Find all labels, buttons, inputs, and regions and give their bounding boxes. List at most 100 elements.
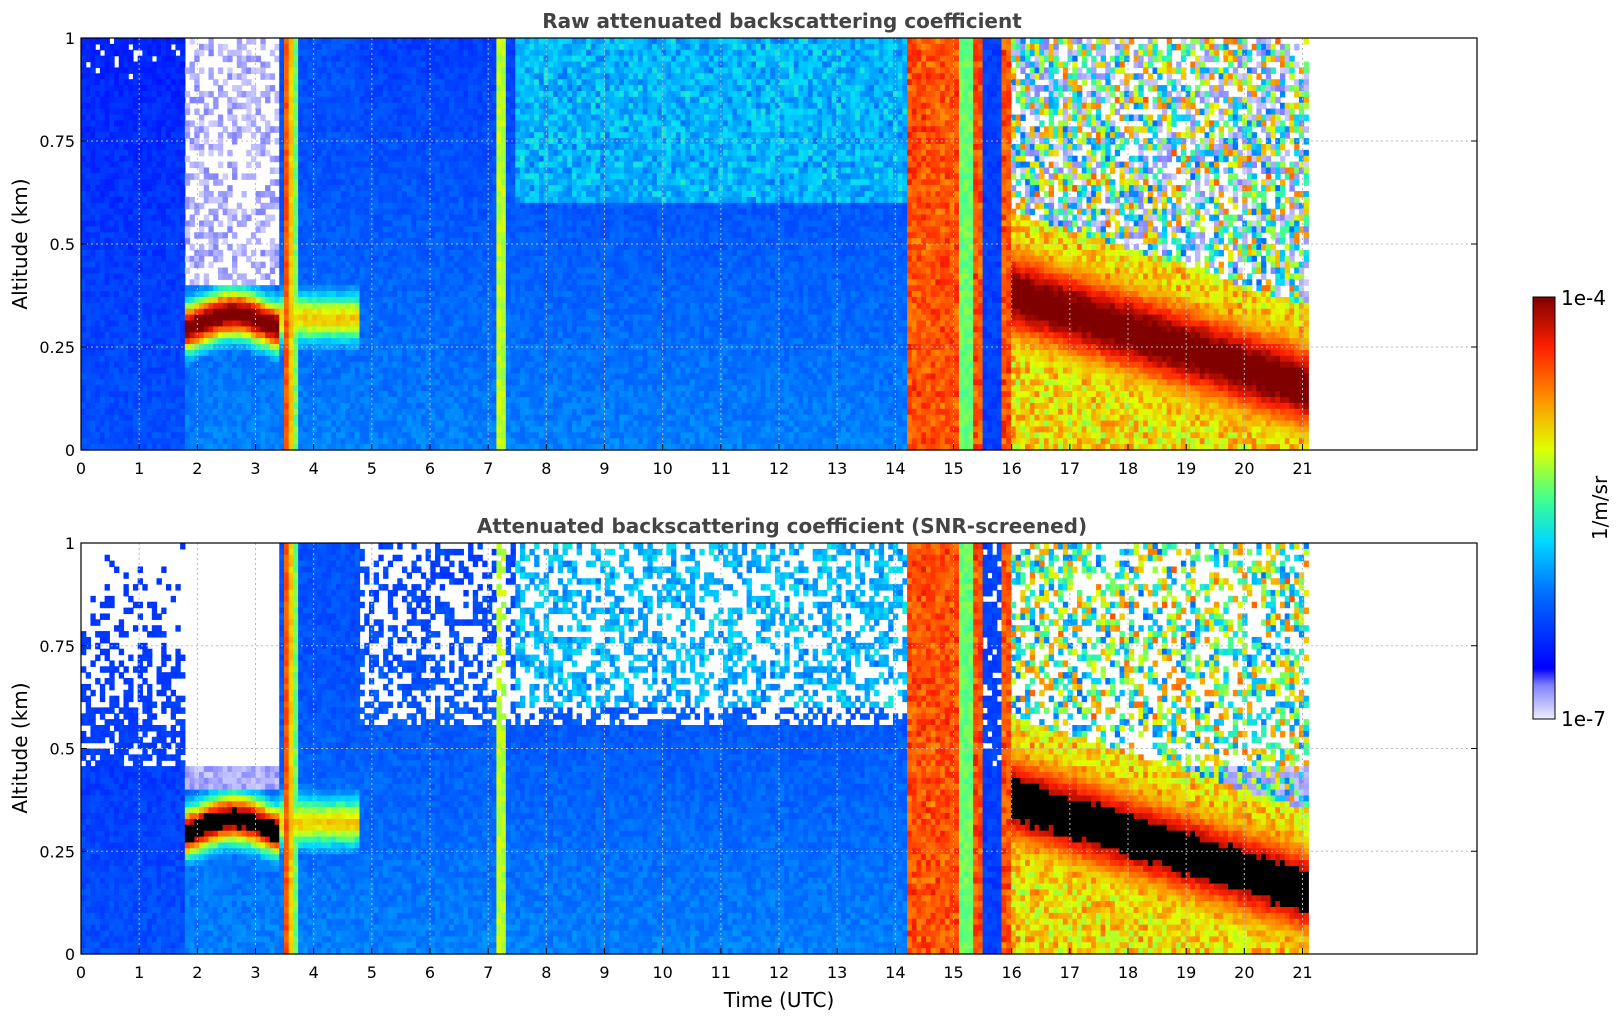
- heatmap-cell: [128, 421, 133, 427]
- heatmap-cell: [128, 432, 133, 438]
- heatmap-cell: [142, 144, 147, 150]
- heatmap-cell: [119, 103, 124, 109]
- heatmap-cell: [138, 73, 143, 79]
- heatmap-cell: [133, 250, 138, 256]
- heatmap-cell: [147, 368, 152, 374]
- heatmap-cell: [128, 191, 133, 197]
- heatmap-cell: [123, 109, 128, 115]
- heatmap-cell: [95, 391, 100, 397]
- heatmap-cell: [147, 91, 152, 97]
- heatmap-cell: [95, 156, 100, 162]
- heatmap-cell: [161, 179, 166, 185]
- heatmap-cell: [123, 56, 128, 62]
- heatmap-cell: [133, 150, 138, 156]
- heatmap-cell: [171, 268, 176, 274]
- heatmap-cell: [152, 338, 157, 344]
- heatmap-cell: [119, 326, 124, 332]
- heatmap-cell: [81, 132, 86, 138]
- heatmap-cell: [147, 338, 152, 344]
- heatmap-cell: [152, 379, 157, 385]
- heatmap-cell: [161, 91, 166, 97]
- heatmap-cell: [100, 115, 105, 121]
- heatmap-cell: [171, 115, 176, 121]
- heatmap-cell: [100, 144, 105, 150]
- heatmap-cell: [86, 332, 91, 338]
- heatmap-cell: [114, 173, 119, 179]
- heatmap-cell: [161, 197, 166, 203]
- heatmap-cell: [157, 97, 162, 103]
- heatmap-cell: [142, 167, 147, 173]
- heatmap-cell: [81, 79, 86, 85]
- heatmap-cell: [90, 379, 95, 385]
- heatmap-cell: [138, 167, 143, 173]
- heatmap-cell: [90, 191, 95, 197]
- heatmap-cell: [100, 391, 105, 397]
- heatmap-cell: [133, 156, 138, 162]
- heatmap-cell: [105, 185, 110, 191]
- heatmap-cell: [166, 91, 171, 97]
- heatmap-cell: [105, 91, 110, 97]
- heatmap-cell: [133, 391, 138, 397]
- heatmap-cell: [119, 209, 124, 215]
- heatmap-cell: [161, 391, 166, 397]
- heatmap-cell: [147, 244, 152, 250]
- heatmap-cell: [109, 262, 114, 268]
- heatmap-cell: [90, 362, 95, 368]
- heatmap-cell: [138, 97, 143, 103]
- heatmap-cell: [86, 67, 91, 73]
- heatmap-cell: [123, 185, 128, 191]
- heatmap-cell: [100, 321, 105, 327]
- heatmap-cell: [166, 256, 171, 262]
- heatmap-cell: [119, 256, 124, 262]
- heatmap-cell: [152, 103, 157, 109]
- heatmap-cell: [133, 126, 138, 132]
- heatmap-cell: [90, 162, 95, 168]
- heatmap-cell: [86, 297, 91, 303]
- heatmap-cell: [90, 120, 95, 126]
- heatmap-cell: [147, 150, 152, 156]
- heatmap-cell: [114, 85, 119, 91]
- heatmap-cell: [109, 156, 114, 162]
- heatmap-cell: [142, 409, 147, 415]
- heatmap-cell: [138, 438, 143, 444]
- heatmap-cell: [147, 197, 152, 203]
- heatmap-cell: [171, 162, 176, 168]
- heatmap-cell: [161, 385, 166, 391]
- heatmap-cell: [157, 356, 162, 362]
- heatmap-cell: [157, 403, 162, 409]
- heatmap-cell: [123, 67, 128, 73]
- heatmap-cell: [166, 273, 171, 279]
- heatmap-cell: [128, 50, 133, 56]
- heatmap-cell: [123, 215, 128, 221]
- heatmap-cell: [166, 162, 171, 168]
- heatmap-cell: [86, 338, 91, 344]
- heatmap-cell: [171, 156, 176, 162]
- heatmap-cell: [119, 126, 124, 132]
- heatmap-cell: [114, 220, 119, 226]
- heatmap-cell: [86, 79, 91, 85]
- heatmap-cell: [105, 150, 110, 156]
- heatmap-cell: [142, 85, 147, 91]
- heatmap-cell: [100, 91, 105, 97]
- heatmap-cell: [81, 162, 86, 168]
- heatmap-cell: [100, 338, 105, 344]
- heatmap-cell: [81, 279, 86, 285]
- heatmap-cell: [166, 56, 171, 62]
- heatmap-cell: [109, 268, 114, 274]
- heatmap-cell: [128, 79, 133, 85]
- heatmap-cell: [119, 403, 124, 409]
- heatmap-cell: [90, 79, 95, 85]
- heatmap-cell: [147, 432, 152, 438]
- heatmap-cell: [119, 285, 124, 291]
- heatmap-cell: [109, 73, 114, 79]
- heatmap-cell: [114, 279, 119, 285]
- heatmap-cell: [171, 173, 176, 179]
- heatmap-cell: [171, 250, 176, 256]
- heatmap-cell: [161, 403, 166, 409]
- heatmap-cell: [161, 150, 166, 156]
- heatmap-cell: [119, 368, 124, 374]
- heatmap-cell: [152, 226, 157, 232]
- heatmap-cell: [152, 203, 157, 209]
- heatmap-cell: [161, 79, 166, 85]
- heatmap-cell: [128, 309, 133, 315]
